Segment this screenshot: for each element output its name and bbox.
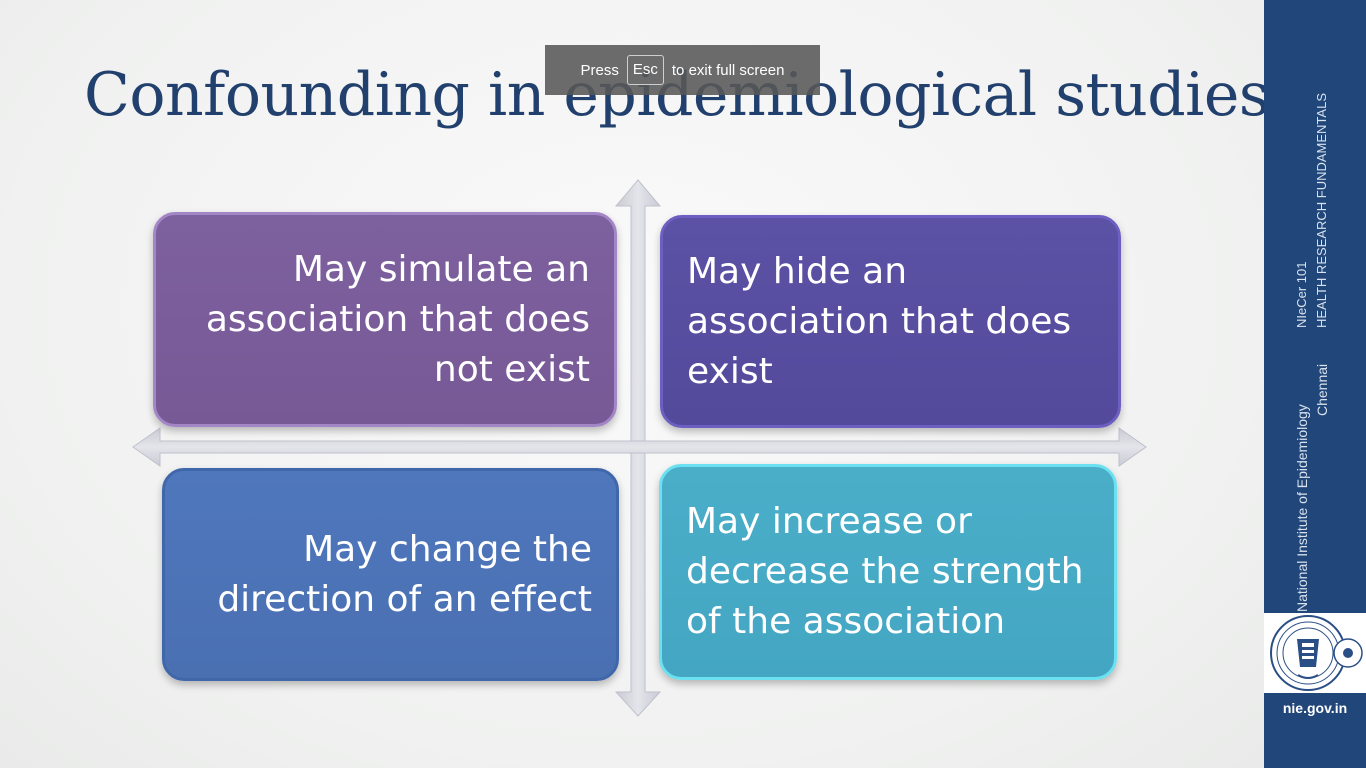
quadrant-line: of the association [686,601,1006,642]
course-name: HEALTH RESEARCH FUNDAMENTALS [1314,93,1329,328]
banner-press-text: Press [580,61,619,79]
quadrant-axes [132,179,1147,717]
quadrant-line: May hide an [687,250,908,292]
institute-name: National Institute of Epidemiology [1294,404,1310,612]
fullscreen-exit-banner: Press Esc to exit full screen [545,45,820,95]
icmr-logo [1270,615,1363,691]
website-url: nie.gov.in [1282,700,1348,716]
quadrant-hide-association: May hide an association that does exist [660,215,1121,428]
quadrant-change-strength: May increase or decrease the strength of… [659,464,1117,680]
institute-city: Chennai [1314,363,1330,416]
quadrant-line: association that does [205,298,590,340]
slide: Confounding in epidemiological studies M… [0,0,1270,768]
course-code: NIeCer 101 [1294,261,1309,328]
quadrant-line: not exist [433,348,590,390]
quadrant-line: May increase or [686,501,972,542]
quadrant-line: exist [687,350,773,392]
banner-suffix-text: to exit full screen [671,61,785,79]
quadrant-change-direction: May change the direction of an effect [162,468,619,681]
icmr-logo-panel [1264,613,1366,693]
quadrant-line: May simulate an [292,248,590,290]
quadrant-line: direction of an effect [217,578,592,620]
quadrant-simulate-association: May simulate an association that does no… [153,212,617,427]
quadrant-line: decrease the strength [686,551,1084,592]
quadrant-line: association that does [687,300,1072,342]
horizontal-axis-arrow [132,427,1147,467]
esc-key-hint: Esc [626,55,664,85]
quadrant-line: May change the [303,528,592,570]
